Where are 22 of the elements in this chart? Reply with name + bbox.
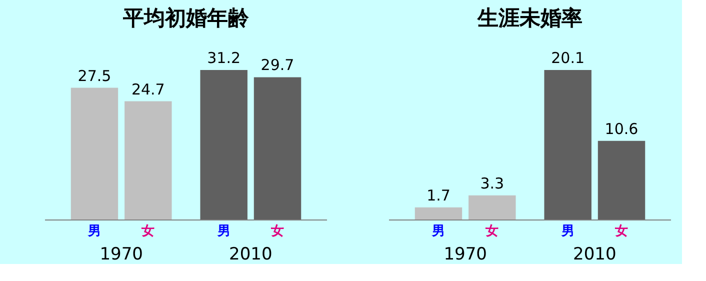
text: 女 <box>615 224 628 239</box>
data-label: 31.2 <box>207 49 241 67</box>
x-tick-label: 1970 <box>444 244 487 264</box>
text: 女 <box>271 224 284 239</box>
text: 男 <box>561 224 574 239</box>
data-label: 24.7 <box>131 80 165 98</box>
series-label: 男 <box>86 224 101 239</box>
data-label: 1.7 <box>426 186 450 204</box>
data-label: 20.1 <box>551 49 585 67</box>
x-tick-label: 1970 <box>100 244 143 264</box>
x-tick-label: 2010 <box>573 244 616 264</box>
data-label: 29.7 <box>260 56 294 74</box>
series-label: 男 <box>430 224 445 239</box>
data-label: 27.5 <box>78 66 112 85</box>
data-label: 3.3 <box>480 174 504 192</box>
series-label: 女 <box>140 224 155 239</box>
text: 男 <box>217 224 230 239</box>
chart-title: 平均初婚年齢 <box>122 6 250 30</box>
data-label: 10.6 <box>604 120 638 138</box>
chart-title: 生涯未婚率 <box>476 6 582 30</box>
x-tick-label: 2010 <box>229 244 272 264</box>
series-label: 女 <box>484 224 499 239</box>
